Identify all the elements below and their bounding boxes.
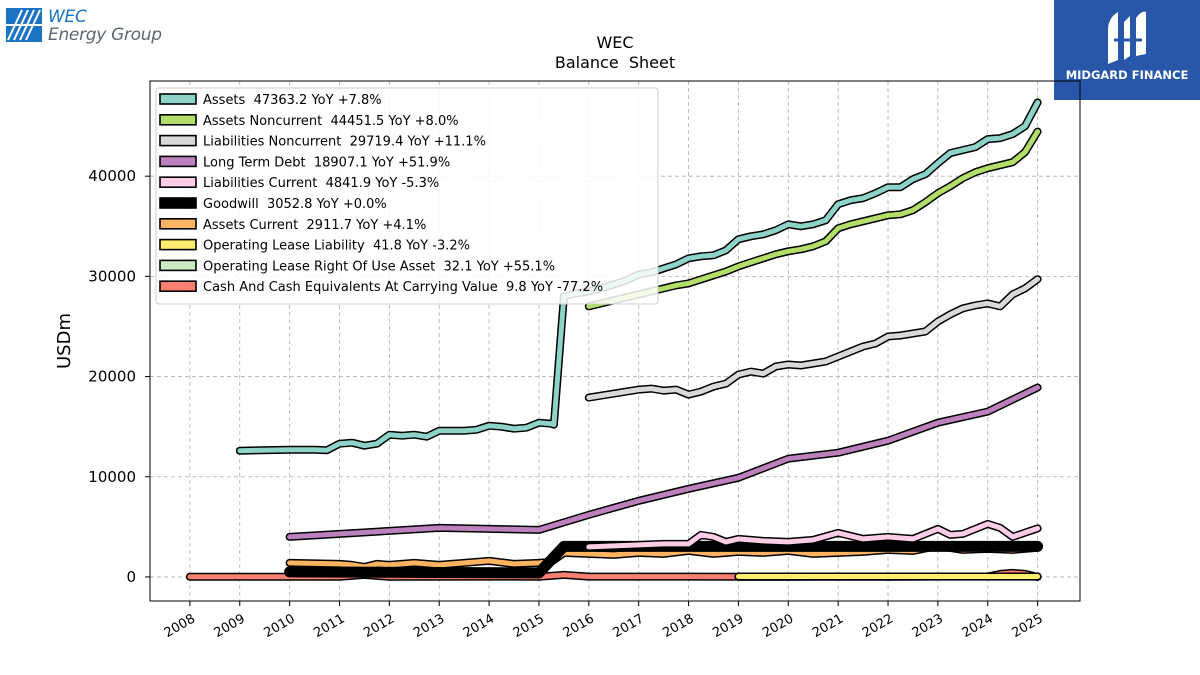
series-outline-3 xyxy=(285,383,1042,541)
legend-swatch xyxy=(159,176,197,188)
legend-swatch xyxy=(159,259,197,272)
chart-subtitle: Balance Sheet xyxy=(555,53,675,72)
x-tick-label: 2012 xyxy=(361,611,397,641)
midgard-monogram-icon xyxy=(1108,11,1146,64)
legend-entry-label: Goodwill 3052.8 YoY +0.0% xyxy=(203,197,387,212)
logo-wordmark-line2: Energy Group xyxy=(48,25,162,45)
midgard-finance-logo: MIDGARD FINANCE xyxy=(1054,0,1200,100)
legend-swatch xyxy=(159,238,197,251)
legend-entry-label: Operating Lease Right Of Use Asset 32.1 … xyxy=(203,259,555,274)
x-tick-label: 2025 xyxy=(1009,611,1045,641)
y-tick-label: 30000 xyxy=(88,267,136,285)
legend-entry-label: Assets 47363.2 YoY +7.8% xyxy=(203,93,382,108)
legend-swatch xyxy=(159,197,197,209)
x-tick-label: 2021 xyxy=(810,611,846,641)
legend-entry-label: Operating Lease Liability 41.8 YoY -3.2% xyxy=(203,239,470,254)
legend-entry-label: Assets Current 2911.7 YoY +4.1% xyxy=(203,218,426,233)
legend-swatch xyxy=(159,218,197,230)
x-tick-label: 2015 xyxy=(511,611,547,641)
y-axis-label: USDm xyxy=(54,313,75,369)
x-tick-label: 2011 xyxy=(311,611,347,641)
midgard-finance-label: MIDGARD FINANCE xyxy=(1065,68,1189,82)
x-tick-label: 2017 xyxy=(611,611,647,641)
legend-entry-label: Long Term Debt 18907.1 YoY +51.9% xyxy=(203,155,450,170)
series-line-1 xyxy=(586,129,1041,309)
x-tick-label: 2010 xyxy=(261,611,297,641)
legend-swatch xyxy=(159,134,197,147)
series-line-5 xyxy=(285,542,1042,577)
y-tick-label: 20000 xyxy=(88,368,136,386)
x-tick-label: 2024 xyxy=(960,611,996,641)
wec-logo-mark-icon xyxy=(6,8,42,42)
legend: Assets 47363.2 YoY +7.8% Assets Noncurren… xyxy=(155,87,659,305)
y-tick-label: 40000 xyxy=(88,167,136,185)
x-tick-label: 2019 xyxy=(710,611,746,641)
legend-box xyxy=(155,87,659,305)
x-tick-label: 2023 xyxy=(910,611,946,641)
legend-swatch xyxy=(159,93,197,105)
x-tick-label: 2008 xyxy=(162,611,198,641)
x-tick-label: 2014 xyxy=(461,611,497,641)
x-tick-label: 2018 xyxy=(660,611,696,641)
y-tick-label: 10000 xyxy=(88,468,136,486)
x-tick-label: 2020 xyxy=(760,611,796,641)
legend-entry-label: Liabilities Current 4841.9 YoY -5.3% xyxy=(203,176,439,191)
legend-swatch xyxy=(159,114,197,126)
legend-entry-label: Assets Noncurrent 44451.5 YoY +8.0% xyxy=(203,114,459,129)
series-line-2 xyxy=(586,276,1041,401)
wec-energy-group-logo: WEC Energy Group xyxy=(6,6,166,46)
legend-swatch xyxy=(159,280,197,293)
series-lines xyxy=(185,98,1044,581)
legend-entry-label: Liabilities Noncurrent 29719.4 YoY +11.1… xyxy=(203,135,486,150)
legend-entry-label: Cash And Cash Equivalents At Carrying Va… xyxy=(203,280,603,295)
series-line-3 xyxy=(287,385,1041,540)
y-tick-label: 0 xyxy=(126,568,136,586)
chart-title: WEC xyxy=(596,33,633,52)
x-tick-label: 2013 xyxy=(411,611,447,641)
x-tick-label: 2009 xyxy=(212,611,248,641)
plot-area-frame xyxy=(149,80,1081,602)
logo-wordmark-line1: WEC xyxy=(48,7,87,27)
x-tick-label: 2022 xyxy=(860,611,896,641)
legend-swatch xyxy=(159,155,197,168)
series-line-4 xyxy=(586,521,1041,550)
x-tick-label: 2016 xyxy=(561,611,597,641)
